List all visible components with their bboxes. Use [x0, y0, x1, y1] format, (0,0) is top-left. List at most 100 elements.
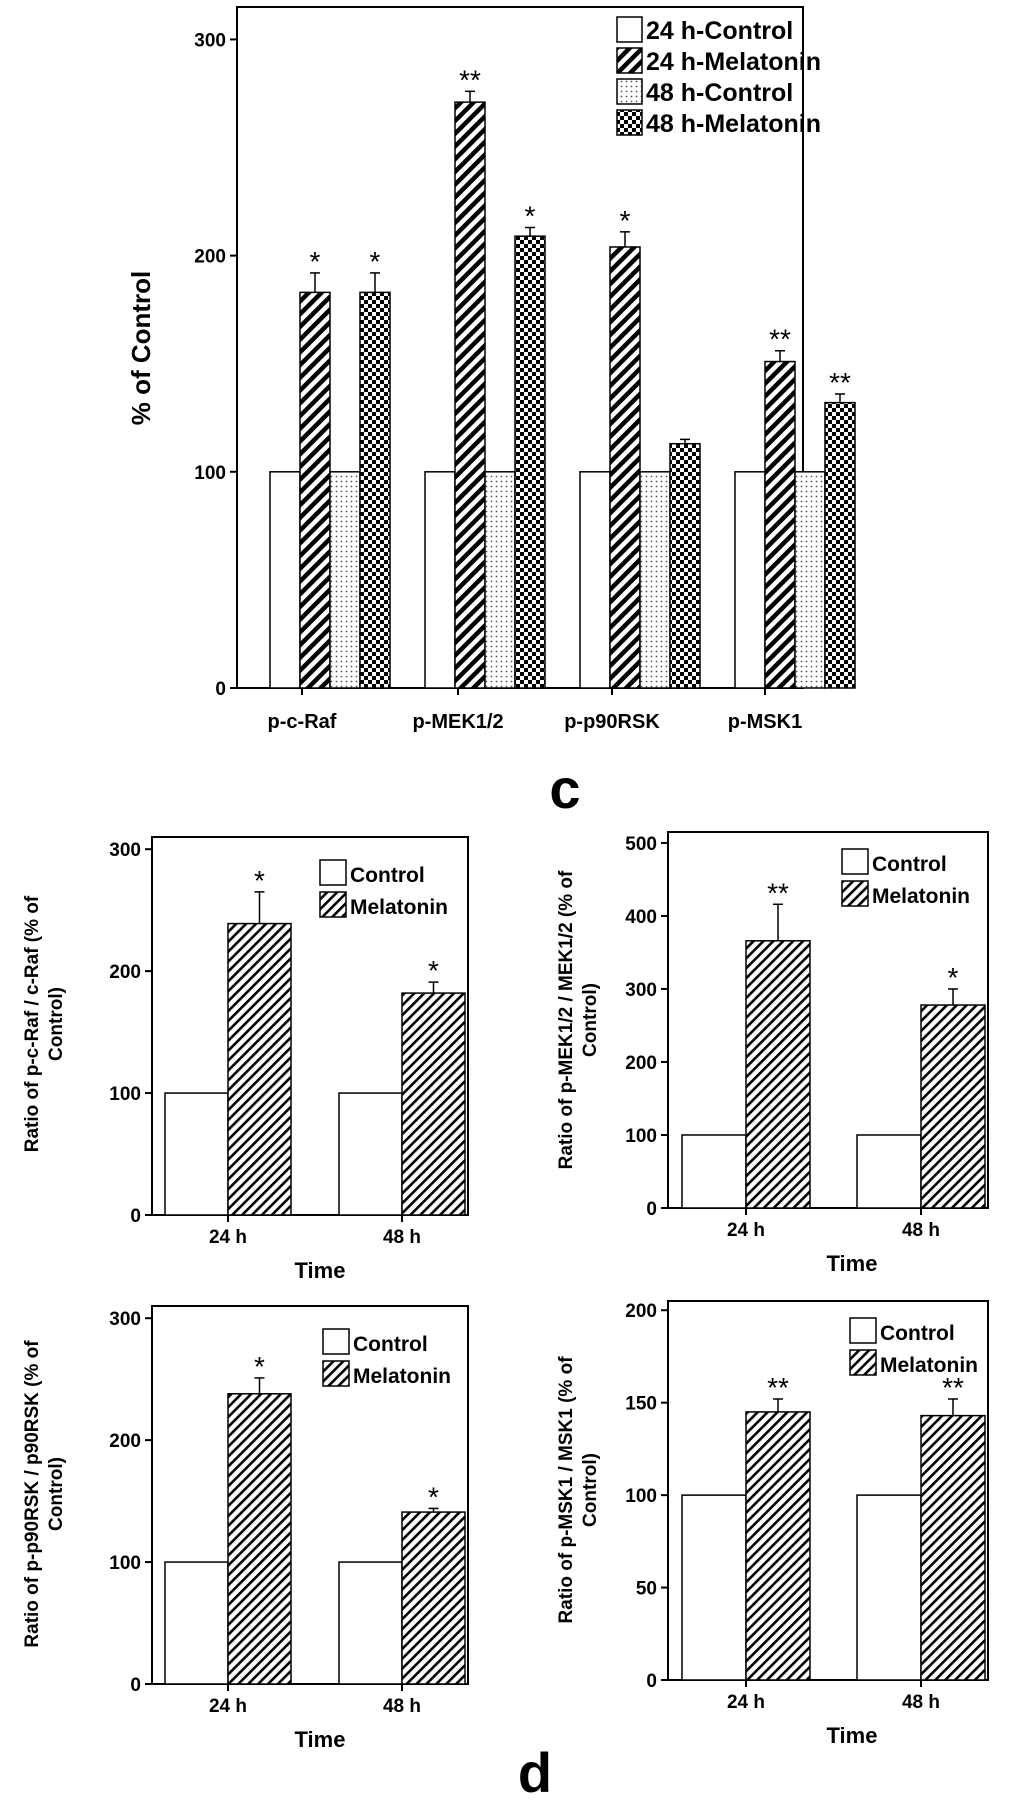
legend-swatch — [319, 891, 347, 918]
legend-swatch — [616, 16, 643, 43]
legend-label: 48 h-Control — [646, 79, 793, 107]
bar — [401, 1511, 466, 1685]
bar — [745, 940, 811, 1209]
y-tick-label: 0 — [646, 1199, 657, 1220]
bar — [920, 1004, 986, 1209]
legend-swatch — [841, 880, 869, 907]
category-label: 48 h — [902, 1692, 940, 1713]
category-label: 48 h — [383, 1696, 421, 1717]
y-tick-label: 300 — [194, 30, 226, 51]
bar — [359, 291, 391, 689]
legend-swatch — [849, 1317, 877, 1344]
category-label: 24 h — [209, 1227, 247, 1248]
bar — [609, 246, 641, 689]
bar — [764, 360, 796, 689]
y-tick-label: 0 — [130, 1206, 141, 1227]
legend-label: Melatonin — [872, 885, 970, 908]
significance-marker: ** — [767, 1372, 789, 1403]
bar — [639, 471, 671, 689]
bar — [164, 1561, 229, 1685]
plot-frame — [667, 1300, 989, 1681]
significance-marker: ** — [459, 64, 481, 95]
legend-label: 24 h-Melatonin — [646, 48, 821, 76]
y-tick-label: 200 — [109, 962, 141, 983]
y-tick-label: 400 — [625, 907, 657, 928]
chart-mek-ratio: 0 100 200 300 400 500 ** 24 h * 48 h Control Melato… — [556, 831, 989, 1276]
y-tick-label: 200 — [109, 1431, 141, 1452]
category-label: p-MSK1 — [728, 711, 802, 733]
y-tick-label: 300 — [109, 840, 141, 861]
bar — [794, 471, 826, 689]
significance-marker: ** — [769, 324, 791, 355]
chart-msk1-ratio: 0 50 100 150 200 ** 24 h ** 48 h Control Melatonin… — [556, 1300, 989, 1748]
bar — [299, 291, 331, 689]
y-tick-label: 100 — [109, 1084, 141, 1105]
legend-swatch — [841, 848, 869, 875]
y-tick-label: 200 — [625, 1301, 657, 1322]
legend-label: Control — [880, 1322, 955, 1345]
significance-marker: * — [948, 962, 959, 993]
bar — [856, 1134, 922, 1209]
significance-marker: * — [254, 865, 265, 896]
legend-swatch — [849, 1349, 877, 1376]
bar — [734, 471, 766, 689]
bar — [514, 235, 546, 689]
y-tick-label: 0 — [130, 1675, 141, 1696]
legend-label: Melatonin — [880, 1354, 978, 1377]
legend-label: Control — [350, 864, 425, 887]
bar — [745, 1411, 811, 1681]
bar — [338, 1561, 403, 1685]
y-axis-label: Ratio of p-MSK1 / MSK1 (% of Control) — [556, 1356, 601, 1624]
y-tick-label: 300 — [109, 1309, 141, 1330]
legend-label: Control — [353, 1333, 428, 1356]
y-axis-label: Ratio of p-p90RSK / p90RSK (% of Control) — [22, 1340, 67, 1648]
y-tick-label: 0 — [215, 679, 226, 700]
y-tick-label: 0 — [646, 1671, 657, 1692]
bar — [681, 1494, 747, 1681]
y-tick-label: 150 — [625, 1394, 657, 1415]
x-axis-label: Time — [295, 1727, 346, 1752]
significance-marker: * — [428, 1481, 439, 1512]
legend-swatch — [616, 47, 643, 74]
panel-label-c: c — [549, 757, 580, 820]
y-tick-label: 200 — [194, 247, 226, 268]
significance-marker: * — [370, 246, 381, 277]
bar — [338, 1092, 403, 1216]
y-tick-label: 100 — [625, 1126, 657, 1147]
bar — [824, 401, 856, 689]
y-tick-label: 300 — [625, 980, 657, 1001]
chart-raf-ratio: 0 100 200 300 * 24 h * 48 h Control Melatonin Time… — [22, 836, 469, 1283]
bar — [579, 471, 611, 689]
legend-label: 48 h-Melatonin — [646, 110, 821, 138]
significance-marker: ** — [942, 1372, 964, 1403]
bar — [669, 442, 701, 689]
bar — [401, 992, 466, 1216]
y-tick-label: 100 — [625, 1486, 657, 1507]
significance-marker: * — [525, 201, 536, 232]
significance-marker: * — [310, 246, 321, 277]
plot-frame — [151, 1305, 469, 1685]
bar — [164, 1092, 229, 1216]
legend-label: Melatonin — [350, 896, 448, 919]
legend-swatch — [322, 1360, 350, 1387]
legend-label: 24 h-Control — [646, 17, 793, 45]
x-axis-label: Time — [827, 1251, 878, 1276]
y-tick-label: 100 — [109, 1553, 141, 1574]
category-label: 48 h — [383, 1227, 421, 1248]
bar — [227, 1393, 292, 1685]
y-tick-label: 50 — [636, 1579, 657, 1600]
chart-p90rsk-ratio: 0 100 200 300 * 24 h * 48 h Control Melatonin Time… — [22, 1305, 469, 1752]
plot-frame — [667, 831, 989, 1209]
legend-swatch — [616, 78, 643, 105]
bar — [269, 471, 301, 689]
panel-label-d: d — [518, 1741, 552, 1800]
significance-marker: * — [620, 205, 631, 236]
y-axis-label: Ratio of p-MEK1/2 / MEK1/2 (% of Control) — [556, 870, 601, 1169]
legend-label: Melatonin — [353, 1365, 451, 1388]
bar — [484, 471, 516, 689]
legend-swatch — [319, 859, 347, 886]
plot-frame — [151, 836, 469, 1216]
bar — [227, 922, 292, 1216]
